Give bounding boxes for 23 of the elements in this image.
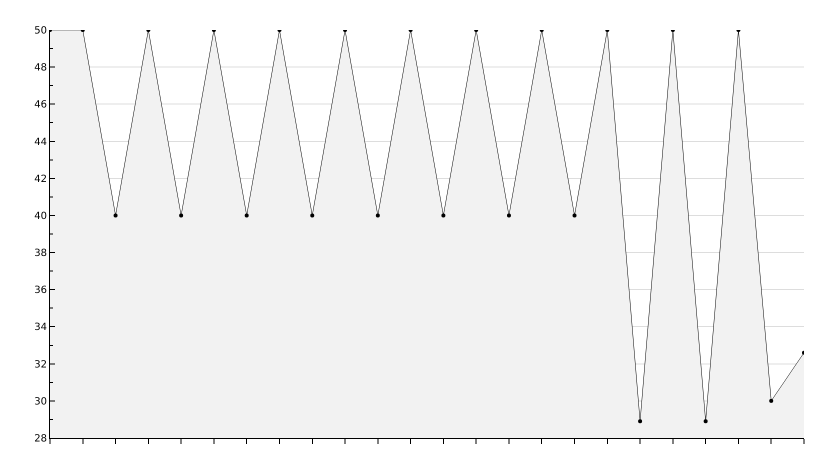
y-tick-label: 46 [34, 100, 47, 111]
y-tick-label: 30 [34, 396, 47, 408]
point [244, 213, 249, 218]
point [376, 213, 380, 218]
point [114, 213, 118, 218]
point [638, 419, 642, 424]
y-tick-label: 28 [34, 434, 47, 444]
y-tick-label: 50 [34, 26, 47, 36]
y-tick-label: 32 [34, 359, 47, 370]
point [572, 213, 577, 218]
point [441, 213, 446, 218]
y-tick-label: 42 [34, 174, 47, 185]
point [179, 213, 184, 218]
y-tick-label: 48 [34, 62, 47, 74]
y-tick-label: 34 [34, 322, 47, 334]
y-tick-label: 40 [34, 210, 47, 222]
point [310, 213, 314, 218]
y-tick-label: 38 [34, 248, 47, 260]
y-tick-label: 44 [34, 136, 47, 148]
point [704, 419, 708, 424]
point [506, 213, 511, 218]
point [769, 398, 774, 403]
y-tick-label: 36 [34, 285, 47, 296]
